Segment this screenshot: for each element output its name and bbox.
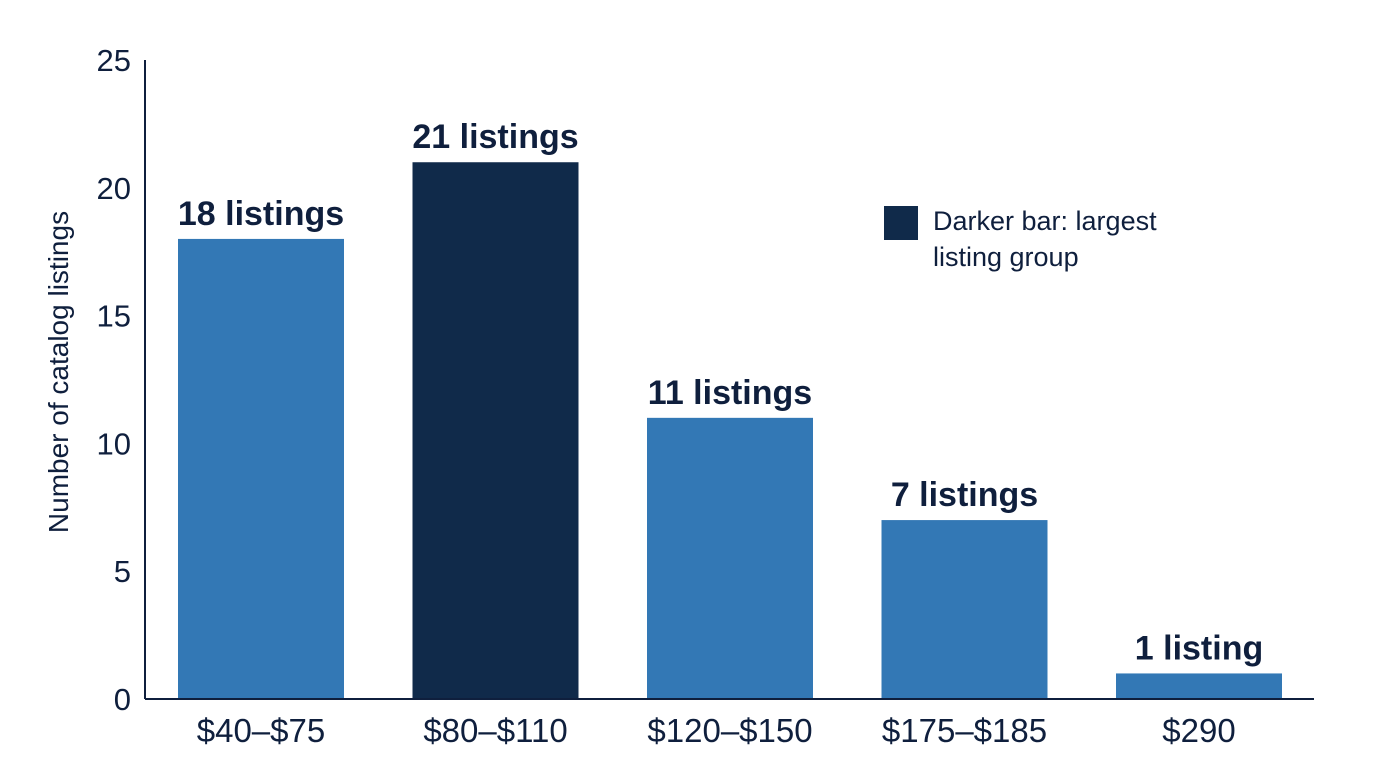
bar-1 <box>178 238 344 700</box>
bar-2 <box>412 162 579 700</box>
legend-swatch <box>884 206 918 240</box>
bar-3 <box>647 417 813 699</box>
legend-text-line-2: listing group <box>933 242 1079 272</box>
x-tick-label-5: $290 <box>1162 712 1235 749</box>
x-tick-label-2: $80–$110 <box>423 712 567 749</box>
data-label-3: 11 listings <box>648 374 812 412</box>
data-labels-group: 18 listings 21 listings 11 listings 7 listi… <box>178 118 1263 667</box>
data-label-1: 18 listings <box>178 195 344 233</box>
y-axis-ticks: 0 5 10 15 20 25 <box>97 43 131 717</box>
y-tick-label-10: 10 <box>97 426 131 461</box>
data-label-2: 21 listings <box>412 118 578 156</box>
legend-text-line-1: Darker bar: largest <box>933 206 1157 236</box>
y-tick-label-20: 20 <box>97 171 131 206</box>
y-tick-label-15: 15 <box>97 299 131 334</box>
y-tick-label-5: 5 <box>114 554 131 589</box>
data-label-4: 7 listings <box>891 476 1038 514</box>
bar-5 <box>1116 673 1282 699</box>
legend: Darker bar: largest listing group <box>884 206 1157 272</box>
x-axis-ticks: $40–$75 $80–$110 $120–$150 $175–$185 $290 <box>197 712 1236 749</box>
bar-4 <box>881 520 1048 699</box>
x-tick-label-3: $120–$150 <box>647 712 812 749</box>
data-label-5: 1 listing <box>1135 629 1263 667</box>
y-tick-label-25: 25 <box>97 43 131 78</box>
y-axis-title: Number of catalog listings <box>43 211 74 533</box>
bars-group <box>178 162 1282 700</box>
x-tick-label-1: $40–$75 <box>197 712 325 749</box>
y-tick-label-0: 0 <box>114 682 131 717</box>
x-tick-label-4: $175–$185 <box>882 712 1047 749</box>
